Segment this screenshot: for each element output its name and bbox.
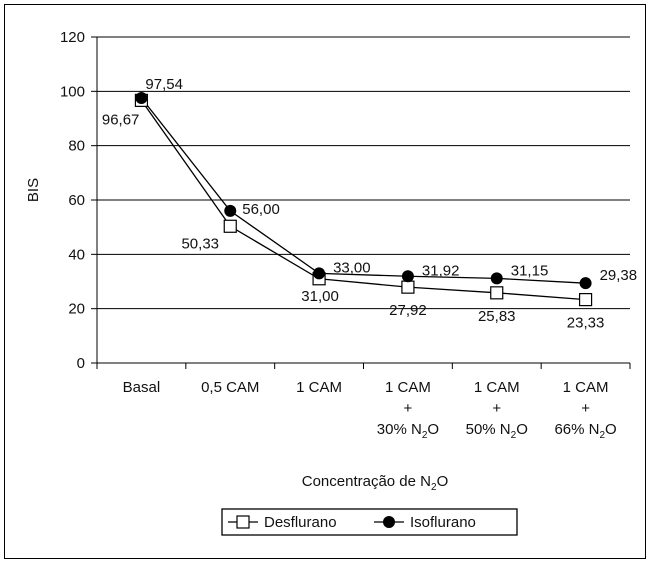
y-tick-label-20: 20 [68, 301, 85, 318]
point-isoflurano-3 [401, 270, 414, 283]
point-isoflurano-0 [135, 92, 148, 105]
y-tick-labels: 0 20 40 60 80 100 120 [60, 29, 85, 372]
data-label-desflurano-2: 31,00 [301, 288, 339, 305]
x-tick-label-4-line-2: 50% N2O [466, 421, 528, 441]
point-desflurano-3 [401, 280, 415, 294]
series-line-isoflurano [140, 97, 586, 284]
point-desflurano-1 [223, 219, 237, 233]
x-tick-label-0-line-0: Basal [123, 379, 161, 396]
legend-marker-isoflurano [383, 516, 395, 528]
series-line-desflurano [140, 100, 586, 301]
data-label-isoflurano-0: 97,54 [145, 76, 183, 93]
point-desflurano-5 [578, 293, 593, 307]
x-axis-label-text: Concentração de N [302, 473, 431, 490]
data-label-desflurano-3: 27,92 [389, 302, 427, 319]
axes [91, 36, 631, 369]
data-label-desflurano-1: 50,33 [181, 235, 219, 252]
point-isoflurano-5 [579, 277, 592, 290]
x-tick-label-5-line-2: 66% N2O [554, 421, 616, 441]
x-axis-label: Concentração de N2O [302, 473, 448, 493]
point-isoflurano-4 [490, 272, 503, 285]
point-desflurano-4 [490, 286, 504, 300]
series-lines [140, 97, 586, 301]
x-axis-label-suffix: O [437, 473, 449, 490]
y-tick-label-80: 80 [68, 138, 85, 155]
data-label-isoflurano-1: 56,00 [242, 201, 280, 218]
x-axis-label-sub: 2 [431, 482, 437, 493]
x-tick-labels: Basal 0,5 CAM 1 CAM 1 CAM +30% N2O 1 CAM +50% … [123, 379, 617, 441]
data-label-isoflurano-2: 33,00 [333, 259, 371, 276]
y-tick-label-100: 100 [60, 83, 85, 100]
data-label-desflurano-4: 25,83 [478, 308, 516, 325]
data-label-isoflurano-4: 31,15 [511, 262, 549, 279]
x-tick-label-3-line-2: 30% N2O [377, 421, 439, 441]
grid-lines [97, 36, 630, 310]
legend-label-isoflurano: Isoflurano [410, 514, 476, 531]
x-tick-label-5-line-1: + [581, 400, 590, 417]
y-tick-label-120: 120 [60, 29, 85, 46]
data-labels: 96,67 50,33 31,00 27,92 25,83 23,33 97,54 56,00… [102, 76, 637, 332]
x-tick-label-4-line-1: + [492, 400, 501, 417]
x-tick-label-2-line-0: 1 CAM [296, 379, 342, 396]
data-label-desflurano-5: 23,33 [567, 315, 605, 332]
x-tick-label-3-line-0: 1 CAM [385, 379, 431, 396]
y-tick-label-40: 40 [68, 246, 85, 263]
point-isoflurano-1 [224, 204, 237, 217]
data-label-isoflurano-5: 29,38 [600, 267, 638, 284]
point-isoflurano-2 [313, 267, 326, 280]
data-label-isoflurano-3: 31,92 [422, 262, 460, 279]
x-tick-label-3-line-1: + [404, 400, 413, 417]
x-tick-label-1-line-0: 0,5 CAM [201, 379, 259, 396]
x-tick-label-5-line-0: 1 CAM [563, 379, 609, 396]
series-points [134, 92, 593, 307]
y-tick-label-0: 0 [77, 355, 85, 372]
legend-label-desflurano: Desflurano [264, 514, 337, 531]
chart-frame [4, 4, 646, 559]
data-label-desflurano-0: 96,67 [102, 111, 140, 128]
legend-marker-desflurano [236, 515, 250, 529]
x-tick-label-4-line-0: 1 CAM [474, 379, 520, 396]
y-axis-label: BIS [25, 178, 42, 202]
legend: Desflurano Isoflurano [221, 508, 518, 536]
legend-box [221, 508, 518, 536]
y-tick-label-60: 60 [68, 192, 85, 209]
